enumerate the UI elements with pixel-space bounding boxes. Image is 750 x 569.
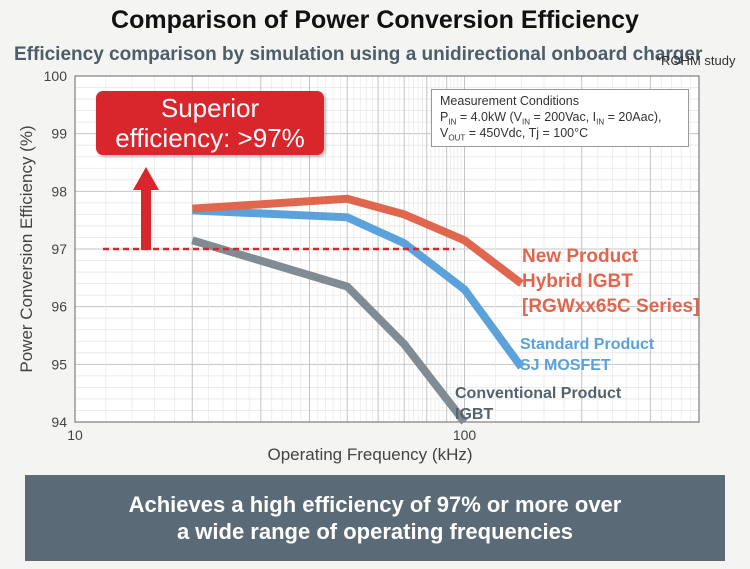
annotations bbox=[103, 167, 455, 251]
plot-area-border bbox=[74, 75, 700, 423]
footer-line-1: Achieves a high efficiency of 97% or mor… bbox=[128, 492, 622, 517]
x-axis-label: Operating Frequency (kHz) bbox=[267, 445, 472, 464]
up-arrow-shaft bbox=[141, 188, 151, 250]
series-line-new bbox=[192, 194, 524, 287]
y-tick-label: 94 bbox=[51, 414, 67, 430]
y-tick-label: 96 bbox=[51, 299, 67, 315]
series-label-new-product: New Product Hybrid IGBT [RGWxx65C Series… bbox=[522, 244, 699, 319]
footer-line-2: a wide range of operating frequencies bbox=[176, 519, 574, 544]
label-line: IGBT bbox=[455, 406, 494, 423]
callout-line-1: Superior bbox=[160, 93, 260, 123]
y-tick-label: 95 bbox=[51, 356, 67, 372]
label-line: Conventional Product bbox=[455, 385, 622, 402]
series-line-conventional bbox=[191, 236, 468, 425]
chart-subtitle: Efficiency comparison by simulation usin… bbox=[14, 44, 703, 65]
label-line: New Product bbox=[522, 246, 639, 267]
measurement-conditions-box: Measurement Conditions PIN = 4.0kW (VIN … bbox=[431, 89, 689, 147]
series-line-standard bbox=[192, 206, 525, 370]
footer-banner: Achieves a high efficiency of 97% or mor… bbox=[25, 475, 725, 561]
y-tick-label: 98 bbox=[51, 183, 67, 199]
up-arrow-head bbox=[133, 167, 159, 190]
x-tick-label: 10 bbox=[67, 427, 83, 443]
label-line: [RGWxx65C Series] bbox=[522, 296, 700, 317]
axis-ticks: 94 95 96 97 98 99 100 10 100 bbox=[44, 68, 477, 443]
series-lines bbox=[191, 194, 525, 425]
y-axis-label: Power Conversion Efficiency (%) bbox=[17, 125, 36, 372]
conditions-heading: Measurement Conditions bbox=[440, 94, 579, 108]
series-label-conventional-product: Conventional Product IGBT bbox=[455, 383, 621, 425]
series-label-standard-product: Standard Product SJ MOSFET bbox=[520, 334, 654, 376]
chart-title: Comparison of Power Conversion Efficienc… bbox=[111, 6, 639, 34]
x-tick-label: 100 bbox=[453, 427, 477, 443]
callout-line-2: efficiency: >97% bbox=[115, 123, 305, 153]
conditions-output: VOUT = 450Vdc, Tj = 100°C bbox=[440, 126, 589, 143]
study-note: *ROHM study bbox=[656, 53, 736, 68]
label-line: SJ MOSFET bbox=[520, 357, 611, 374]
y-tick-label: 100 bbox=[44, 68, 68, 84]
y-tick-label: 99 bbox=[51, 126, 67, 142]
superior-efficiency-callout: Superior efficiency: >97% bbox=[96, 91, 324, 155]
y-tick-label: 97 bbox=[51, 241, 67, 257]
conditions-input: PIN = 4.0kW (VIN = 200Vac, IIN = 20Aac), bbox=[440, 110, 662, 127]
label-line: Standard Product bbox=[520, 336, 655, 353]
label-line: Hybrid IGBT bbox=[522, 271, 633, 292]
